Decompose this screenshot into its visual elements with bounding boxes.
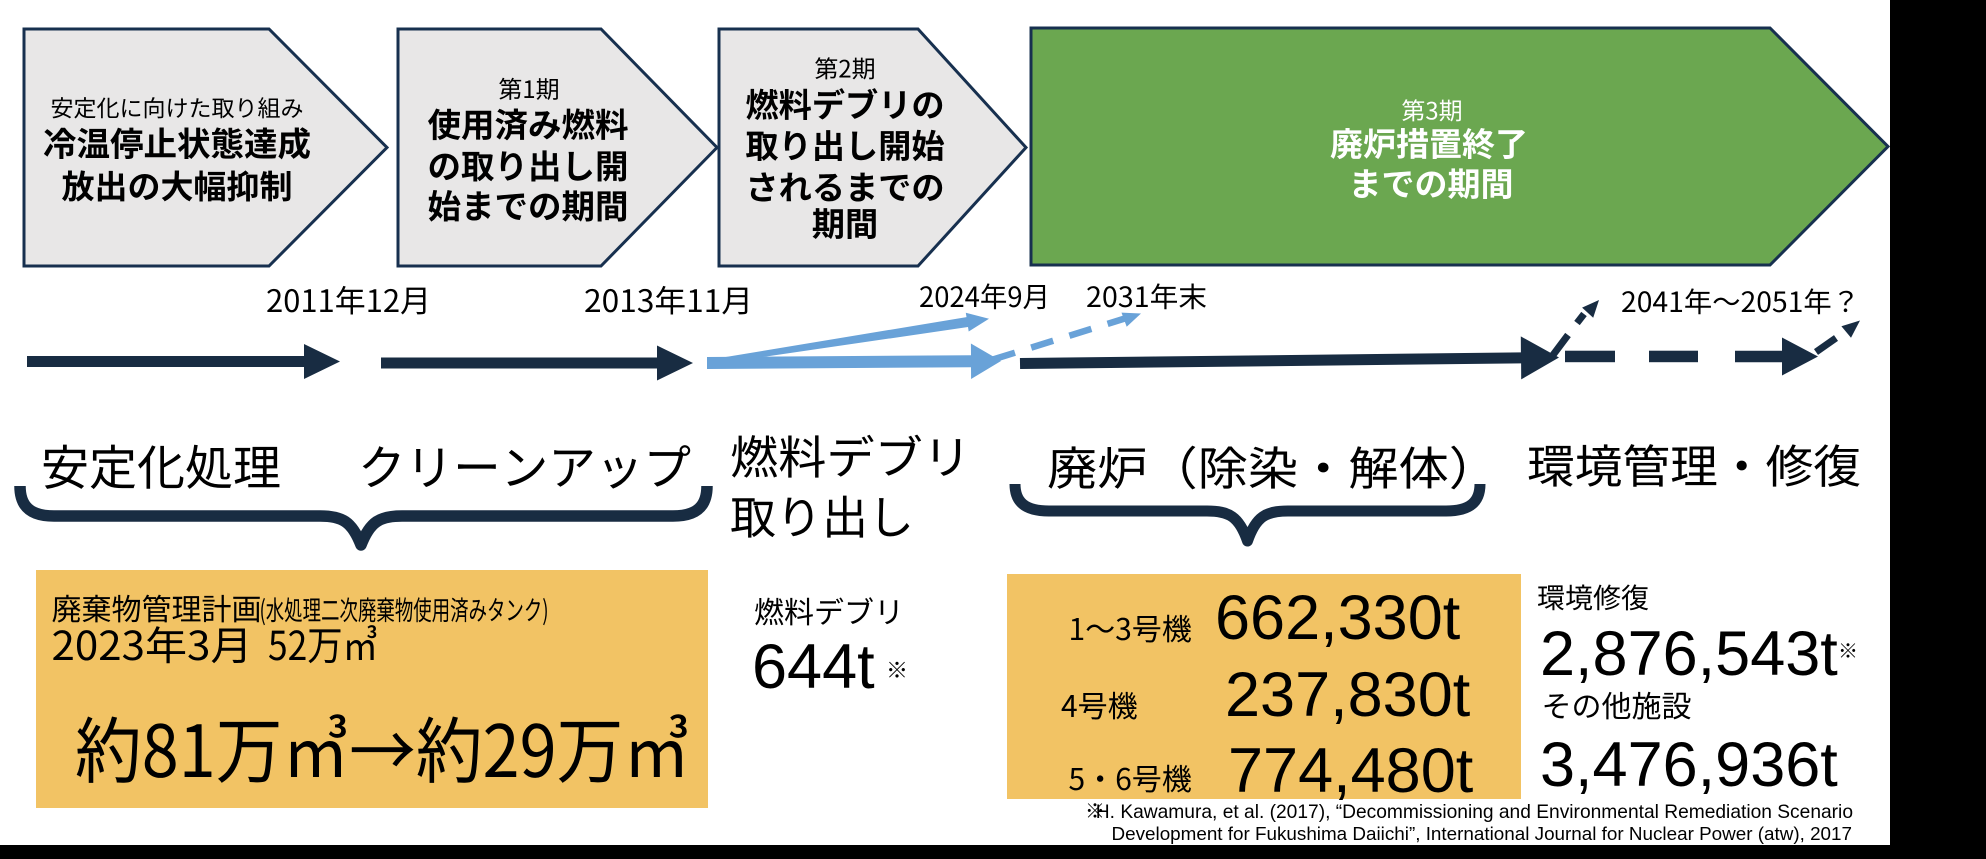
svg-text:644t: 644t — [752, 632, 875, 702]
svg-text:3,476,936t: 3,476,936t — [1540, 730, 1838, 800]
svg-text:Development for Fukushima Daii: Development for Fukushima Daiichi”, Inte… — [1112, 823, 1852, 844]
svg-text:H. Kawamura, et al. (2017), “D: H. Kawamura, et al. (2017), “Decommissio… — [1096, 802, 1853, 823]
svg-text:662,330t: 662,330t — [1215, 583, 1461, 653]
svg-text:774,480t: 774,480t — [1228, 736, 1474, 806]
svg-text:237,830t: 237,830t — [1225, 660, 1471, 730]
svg-text:2,876,543t: 2,876,543t — [1540, 619, 1838, 689]
